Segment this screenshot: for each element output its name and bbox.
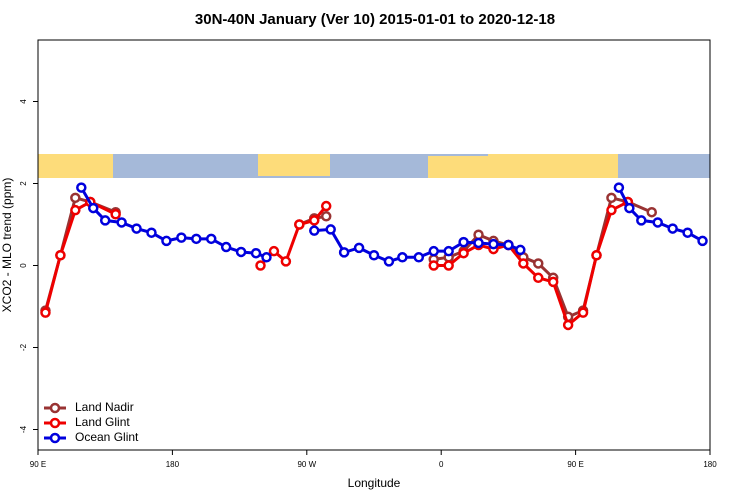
- plot-frame: [37, 39, 711, 451]
- data-point: [325, 224, 336, 235]
- data-point: [458, 236, 469, 248]
- x-tick-label: 90 E: [567, 460, 583, 469]
- x-tick-label: 0: [439, 460, 444, 469]
- y-tick-label: 2: [19, 181, 28, 186]
- data-point: [88, 202, 99, 214]
- data-point: [55, 250, 66, 261]
- legend-label: Ocean Glint: [75, 430, 139, 444]
- legend-label: Land Glint: [75, 415, 130, 429]
- data-point: [110, 209, 121, 220]
- legend-marker: [49, 417, 61, 429]
- data-point: [473, 229, 484, 240]
- data-point: [667, 223, 678, 234]
- data-point: [161, 235, 172, 247]
- data-point: [533, 258, 544, 269]
- data-point: [646, 206, 658, 218]
- data-point: [697, 235, 708, 247]
- x-tick-label: 90 E: [30, 460, 46, 469]
- x-axis-label: Longitude: [348, 476, 401, 490]
- data-point: [131, 223, 142, 234]
- data-point: [606, 192, 617, 204]
- data-point: [562, 319, 574, 331]
- data-point: [606, 204, 617, 216]
- map-strip: [38, 154, 710, 178]
- data-point: [235, 246, 247, 258]
- data-point: [353, 242, 365, 254]
- data-point: [294, 219, 305, 230]
- data-point: [488, 238, 499, 250]
- data-point: [70, 192, 81, 204]
- data-point: [268, 245, 280, 257]
- data-point: [443, 245, 454, 257]
- x-tick-label: 90 W: [297, 460, 316, 469]
- data-point: [413, 252, 425, 263]
- data-point: [220, 241, 232, 253]
- data-point: [397, 252, 408, 263]
- data-point: [99, 215, 111, 226]
- data-point: [250, 247, 262, 259]
- data-point: [116, 217, 127, 228]
- data-point: [70, 204, 81, 216]
- data-point: [309, 225, 320, 236]
- data-point: [261, 252, 272, 263]
- x-tick-label: 180: [703, 460, 717, 469]
- data-point: [503, 239, 514, 251]
- data-point: [280, 256, 292, 267]
- data-point: [547, 276, 559, 288]
- data-point: [458, 247, 469, 259]
- legend-marker: [49, 432, 61, 444]
- data-point: [518, 258, 529, 269]
- data-point: [515, 244, 526, 256]
- data-point: [383, 256, 395, 267]
- data-point: [624, 202, 635, 214]
- data-point: [309, 215, 320, 226]
- y-axis-label: XCO2 - MLO trend (ppm): [0, 178, 14, 313]
- data-point: [320, 211, 332, 222]
- data-point: [176, 232, 187, 243]
- data-point: [591, 250, 602, 261]
- data-point: [255, 260, 266, 271]
- data-point: [443, 260, 454, 271]
- data-point: [613, 182, 625, 193]
- data-point: [320, 200, 332, 212]
- y-tick-label: 0: [19, 263, 28, 268]
- data-point: [652, 217, 663, 228]
- data-point: [577, 307, 589, 318]
- y-tick-label: 4: [19, 99, 28, 104]
- data-point: [191, 233, 202, 245]
- data-point: [473, 237, 484, 249]
- data-point: [428, 260, 439, 271]
- data-point: [76, 182, 87, 193]
- data-point: [338, 247, 350, 258]
- data-point: [636, 215, 647, 226]
- y-tick-label: -4: [19, 425, 28, 433]
- data-point: [682, 227, 693, 238]
- series-line: [44, 196, 653, 319]
- data-point: [368, 250, 380, 261]
- data-point: [146, 227, 157, 238]
- y-tick-label: -2: [19, 343, 28, 351]
- legend-marker: [49, 402, 61, 414]
- data-point: [428, 245, 439, 257]
- data-point: [205, 233, 217, 245]
- legend-label: Land Nadir: [75, 400, 134, 414]
- data-point: [40, 307, 51, 318]
- data-point: [533, 272, 544, 284]
- chart-title: 30N-40N January (Ver 10) 2015-01-01 to 2…: [195, 11, 555, 28]
- x-tick-label: 180: [166, 460, 180, 469]
